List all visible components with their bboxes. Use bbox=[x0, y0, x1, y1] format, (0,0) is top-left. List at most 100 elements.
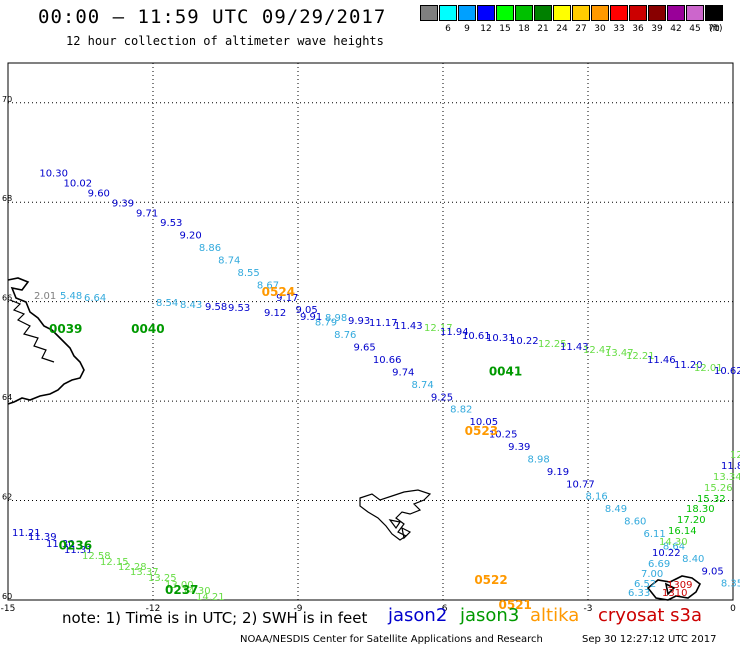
wave-height-value: 10.05 bbox=[470, 417, 499, 428]
wave-height-values: 10.3010.029.609.399.719.539.208.868.748.… bbox=[12, 169, 740, 604]
wave-height-value: 11.46 bbox=[647, 355, 676, 366]
legend-label: 42 bbox=[670, 24, 682, 34]
wave-height-value: 11.94 bbox=[440, 327, 469, 338]
legend-label: 36 bbox=[632, 24, 644, 34]
orbit-time-label: 0040 bbox=[131, 322, 164, 336]
wave-height-value: 9.19 bbox=[547, 467, 569, 478]
satellite-legend-item: jason2 bbox=[388, 605, 448, 626]
legend-swatch bbox=[496, 5, 514, 21]
wave-height-value: 11.43 bbox=[394, 321, 423, 332]
orbit-time-label: 0236 bbox=[59, 538, 92, 552]
wave-height-value: 9.39 bbox=[508, 442, 530, 453]
legend-label: 18 bbox=[518, 24, 530, 34]
wave-height-value: 13.25 bbox=[148, 573, 177, 584]
wave-height-value: 6.52 bbox=[634, 579, 656, 590]
wave-height-value: 16.14 bbox=[668, 526, 697, 537]
lon-tick-label: 0 bbox=[730, 604, 736, 614]
legend-swatch bbox=[648, 5, 666, 21]
wave-height-value: 11.17 bbox=[369, 318, 398, 329]
wave-height-value: 13.37 bbox=[130, 567, 159, 578]
wave-height-value: 10.25 bbox=[489, 430, 518, 441]
wave-height-value: 11.30 bbox=[46, 539, 75, 550]
faroe-islands bbox=[359, 489, 432, 541]
wave-height-value: 8.79 bbox=[315, 318, 337, 329]
wave-height-value: 9.74 bbox=[392, 367, 414, 378]
legend-label: 33 bbox=[613, 24, 625, 34]
axis-tick-labels: -15 -12 -9 -6 -3 0 60 62 64 66 68 70 bbox=[1, 95, 736, 614]
legend-label: 6 bbox=[445, 24, 451, 34]
legend-label: 45 bbox=[689, 24, 701, 34]
orbit-time-label: 0039 bbox=[49, 322, 82, 336]
wave-height-value: 11.43 bbox=[560, 342, 589, 353]
map-frame bbox=[7, 62, 734, 601]
wave-height-value: 10.22 bbox=[652, 548, 681, 559]
wave-height-value: 9.93 bbox=[348, 316, 370, 327]
wave-height-value: 1309 bbox=[667, 580, 692, 591]
lat-tick-label: 70 bbox=[2, 95, 12, 104]
legend-swatch bbox=[477, 5, 495, 21]
wave-height-value: 11.8 bbox=[721, 461, 740, 472]
wave-height-value: 9.58 bbox=[205, 302, 227, 313]
wave-height-value: 14.30 bbox=[659, 537, 688, 548]
legend-label: 39 bbox=[651, 24, 663, 34]
wave-height-value: 10.62 bbox=[714, 366, 740, 377]
lon-tick-label: -12 bbox=[146, 604, 161, 614]
legend-label: 12 bbox=[480, 24, 492, 34]
iceland-coastline bbox=[7, 277, 85, 405]
wave-height-value: 6.33 bbox=[628, 588, 650, 599]
wave-height-value: 8.98 bbox=[528, 454, 550, 465]
wave-height-value: 13.34 bbox=[713, 472, 740, 483]
lat-tick-label: 66 bbox=[2, 294, 12, 303]
orbit-time-label: 0237 bbox=[165, 583, 198, 597]
wave-height-value: 17.20 bbox=[677, 515, 706, 526]
wave-height-value: 8.60 bbox=[624, 517, 646, 528]
wave-height-value: 12.58 bbox=[82, 551, 111, 562]
wave-height-value: 1310 bbox=[662, 588, 687, 599]
wave-height-value: 12.15 bbox=[100, 557, 129, 568]
legend-swatch bbox=[629, 5, 647, 21]
shetland-islands bbox=[646, 575, 702, 601]
wave-height-value: 8.55 bbox=[238, 268, 260, 279]
legend-swatch bbox=[610, 5, 628, 21]
wave-height-value: 11.20 bbox=[674, 360, 703, 371]
wave-height-value: 7.00 bbox=[641, 569, 663, 580]
wave-height-value: 9.25 bbox=[431, 392, 453, 403]
wave-height-value: 10.77 bbox=[566, 479, 595, 490]
wave-height-value: 11.21 bbox=[12, 528, 41, 539]
legend-label: 24 bbox=[556, 24, 568, 34]
map-title: 00:00 – 11:59 UTC 09/29/2017 bbox=[38, 6, 387, 28]
legend-swatch bbox=[534, 5, 552, 21]
wave-height-value: 13.00 bbox=[165, 580, 194, 591]
wave-height-value: 8.86 bbox=[199, 243, 221, 254]
wave-height-value: 12.21 bbox=[626, 351, 655, 362]
wave-height-value: 15.26 bbox=[704, 483, 733, 494]
orbit-time-label: 0522 bbox=[474, 573, 507, 587]
wave-height-value: 8.67 bbox=[257, 280, 279, 291]
wave-height-value: 15.32 bbox=[697, 494, 726, 505]
legend-swatch bbox=[705, 5, 723, 21]
coastlines bbox=[7, 277, 702, 601]
wave-height-value: 8.49 bbox=[605, 504, 627, 515]
map-subtitle: 12 hour collection of altimeter wave hei… bbox=[66, 34, 384, 48]
wave-height-value: 8.74 bbox=[218, 256, 240, 267]
legend-label: 27 bbox=[575, 24, 587, 34]
wave-height-value: 8.16 bbox=[586, 492, 608, 503]
wave-height-value: 9.39 bbox=[112, 198, 134, 209]
orbit-time-label: 0521 bbox=[499, 598, 532, 612]
wave-height-value: 12.47 bbox=[583, 345, 612, 356]
legend-swatch bbox=[420, 5, 438, 21]
wave-height-value: 9.53 bbox=[228, 303, 250, 314]
wave-height-value: 18.30 bbox=[686, 504, 715, 515]
wave-height-value: 12.25 bbox=[538, 339, 567, 350]
wave-height-value: 6.64 bbox=[84, 293, 106, 304]
lon-tick-label: -6 bbox=[439, 604, 448, 614]
legend-unit: (ft) bbox=[709, 24, 723, 34]
legend-swatch bbox=[591, 5, 609, 21]
wave-height-value: 6.69 bbox=[648, 559, 670, 570]
legend-swatch bbox=[686, 5, 704, 21]
wave-height-value: 8.98 bbox=[325, 313, 347, 324]
wave-height-value: 12 bbox=[730, 450, 740, 461]
legend-label: 21 bbox=[537, 24, 549, 34]
legend-swatch bbox=[439, 5, 457, 21]
